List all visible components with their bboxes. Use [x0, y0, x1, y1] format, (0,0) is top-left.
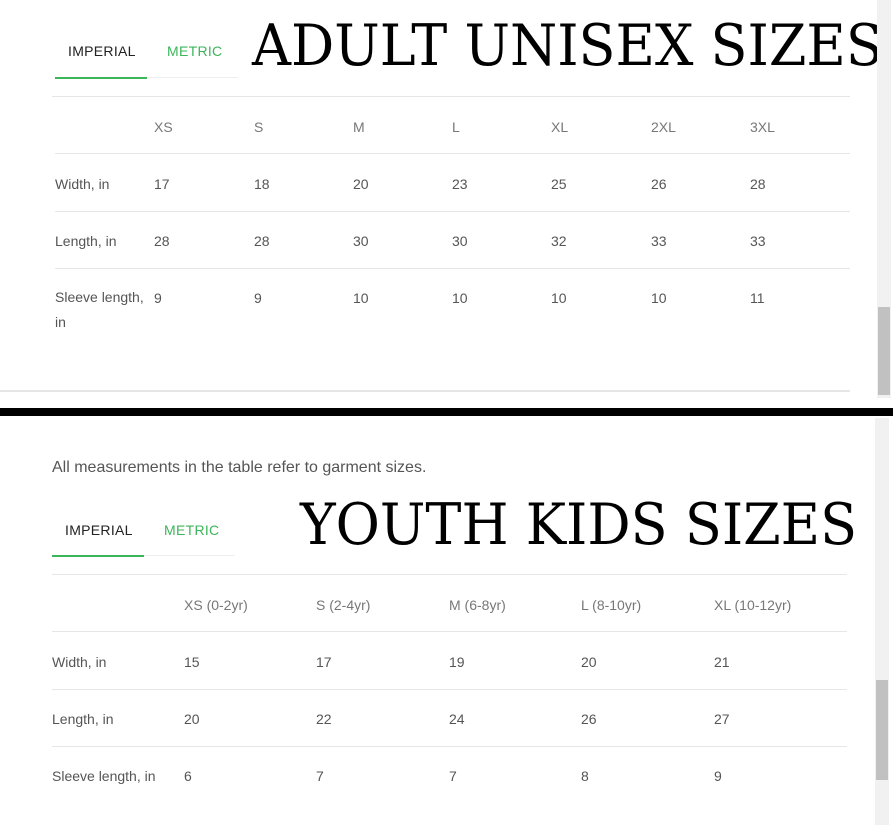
table-cell: 25	[551, 176, 567, 192]
table-cell: 19	[449, 654, 465, 670]
table-cell: 21	[714, 654, 730, 670]
row-label: Width, in	[52, 654, 107, 670]
column-header: XS (0-2yr)	[184, 597, 248, 613]
table-cell: 18	[254, 176, 270, 192]
scrollbar[interactable]	[877, 0, 891, 398]
tab-imperial[interactable]: IMPERIAL	[68, 43, 136, 59]
tab-metric[interactable]: METRIC	[167, 43, 223, 59]
scrollbar-thumb[interactable]	[878, 307, 890, 395]
table-cell: 10	[551, 290, 567, 306]
table-cell: 28	[254, 233, 270, 249]
table-cell: 23	[452, 176, 468, 192]
table-cell: 32	[551, 233, 567, 249]
table-cell: 30	[353, 233, 369, 249]
table-cell: 10	[651, 290, 667, 306]
table-cell: 24	[449, 711, 465, 727]
scrollbar-thumb[interactable]	[876, 680, 888, 780]
table-cell: 28	[154, 233, 170, 249]
active-tab-indicator	[52, 555, 144, 557]
table-cell: 28	[750, 176, 766, 192]
column-header: L (8-10yr)	[581, 597, 642, 613]
row-label: Length, in	[52, 711, 114, 727]
column-header: S (2-4yr)	[316, 597, 371, 613]
column-header: 2XL	[651, 119, 676, 135]
column-header: M (6-8yr)	[449, 597, 506, 613]
column-header: M	[353, 119, 365, 135]
column-header: L	[452, 119, 460, 135]
table-cell: 26	[581, 711, 597, 727]
column-header: XS	[154, 119, 173, 135]
table-cell: 15	[184, 654, 200, 670]
table-cell: 27	[714, 711, 730, 727]
table-cell: 20	[581, 654, 597, 670]
column-header: XL (10-12yr)	[714, 597, 792, 613]
active-tab-indicator	[55, 77, 147, 79]
row-label: Sleeve length, in	[55, 289, 144, 330]
table-cell: 17	[154, 176, 170, 192]
table-cell: 26	[651, 176, 667, 192]
table-cell: 9	[254, 290, 262, 306]
section-divider	[0, 408, 893, 416]
scrollbar[interactable]	[875, 418, 889, 825]
table-cell: 17	[316, 654, 332, 670]
table-cell: 33	[750, 233, 766, 249]
table-cell: 22	[316, 711, 332, 727]
adult-title: ADULT UNISEX SIZES	[252, 12, 883, 79]
table-cell: 10	[452, 290, 468, 306]
tab-metric[interactable]: METRIC	[164, 522, 220, 538]
table-cell: 9	[154, 290, 162, 306]
table-cell: 10	[353, 290, 369, 306]
table-cell: 20	[184, 711, 200, 727]
column-header: 3XL	[750, 119, 775, 135]
table-cell: 33	[651, 233, 667, 249]
tab-imperial[interactable]: IMPERIAL	[65, 522, 133, 538]
measurement-note: All measurements in the table refer to g…	[52, 459, 427, 476]
row-label: Length, in	[55, 233, 117, 249]
table-cell: 7	[316, 768, 324, 784]
row-label: Sleeve length, in	[52, 768, 156, 784]
column-header: S	[254, 119, 264, 135]
youth-title: YOUTH KIDS SIZES	[300, 491, 858, 558]
table-cell: 6	[184, 768, 192, 784]
table-cell: 11	[750, 290, 765, 306]
table-cell: 30	[452, 233, 468, 249]
column-header: XL	[551, 119, 569, 135]
table-cell: 20	[353, 176, 369, 192]
table-cell: 8	[581, 768, 589, 784]
row-label: Width, in	[55, 176, 110, 192]
table-cell: 7	[449, 768, 457, 784]
table-cell: 9	[714, 768, 722, 784]
